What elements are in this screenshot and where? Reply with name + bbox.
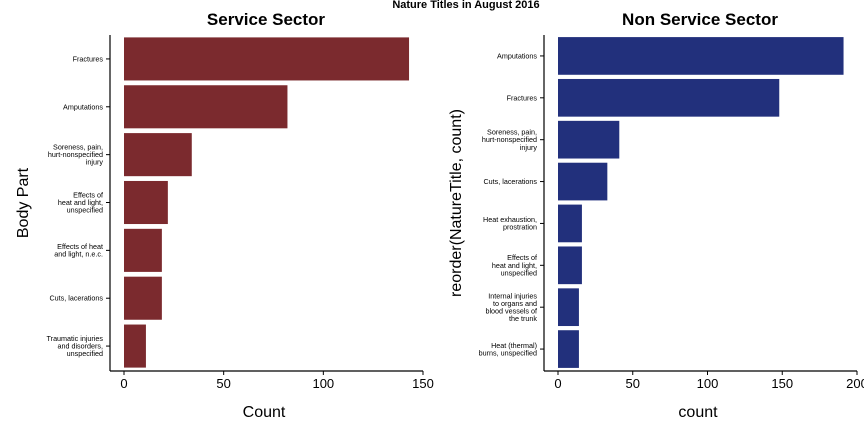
y-tick-label: Cuts, lacerations (483, 177, 537, 186)
x-tick-label: 200 (846, 376, 864, 391)
bar (124, 37, 410, 81)
y-tick-label: Heat exhaustion, prostration (483, 215, 537, 232)
bar (124, 180, 168, 225)
y-tick-label: Internal injuries to organs and blood vess… (485, 291, 537, 323)
y-tick-label: Soreness, pain, hurt-nonspecified injury (48, 143, 104, 167)
bar (558, 330, 579, 368)
plot-area: Fractures Amputations Soreness, pain, hurt-… (47, 35, 434, 391)
bar (558, 78, 780, 117)
x-tick-label: 150 (771, 376, 793, 391)
x-tick-label: 50 (626, 376, 640, 391)
y-tick-label: Amputations (63, 102, 103, 111)
y-tick-label: Effects of heat and light, unspecified (58, 190, 103, 214)
bar (558, 204, 582, 243)
bar (558, 162, 608, 201)
y-tick-label: Fractures (73, 54, 104, 63)
bar (124, 324, 146, 368)
y-tick-label: Traumatic injuries and disorders, unspecif… (47, 334, 104, 358)
y-tick-label: Fractures (507, 93, 538, 102)
y-tick-label: Effects of heat and light, n.e.c. (54, 242, 103, 259)
x-tick-label: 50 (216, 376, 230, 391)
x-tick-label: 0 (120, 376, 127, 391)
bar (558, 37, 844, 75)
y-tick-label: Cuts, lacerations (49, 294, 103, 303)
bar (558, 246, 582, 285)
chart-service-sector: Service Sector Count Body Part Fractures… (15, 10, 434, 421)
chart-title: Non Service Sector (622, 10, 778, 29)
bar (124, 85, 288, 129)
x-tick-label: 0 (554, 376, 561, 391)
chart-title: Service Sector (207, 10, 326, 29)
x-tick-label: 100 (697, 376, 719, 391)
bar (558, 288, 579, 327)
y-axis-label: Body Part (15, 167, 32, 238)
y-tick-label: Amputations (497, 51, 537, 60)
x-tick-label: 150 (412, 376, 434, 391)
y-tick-label: Effects of heat and light, unspecified (492, 253, 537, 277)
bar (124, 133, 192, 177)
x-axis-label: Count (243, 404, 286, 421)
x-axis-label: count (678, 404, 718, 421)
plot-area: Amputations Fractures Soreness, pain, hurt-… (479, 35, 864, 391)
bar (124, 228, 162, 272)
y-tick-label: Heat (thermal) burns, unspecified (479, 341, 537, 358)
y-axis-label: reorder(NatureTitle, count) (448, 109, 465, 297)
bar (558, 120, 620, 159)
figure-title: Nature Titles in August 2016 (392, 0, 539, 11)
bar (124, 276, 162, 320)
x-tick-label: 100 (312, 376, 334, 391)
y-tick-label: Soreness, pain, hurt-nonspecified injury (482, 128, 538, 152)
chart-non-service-sector: Non Service Sector count reorder(NatureT… (448, 10, 864, 421)
